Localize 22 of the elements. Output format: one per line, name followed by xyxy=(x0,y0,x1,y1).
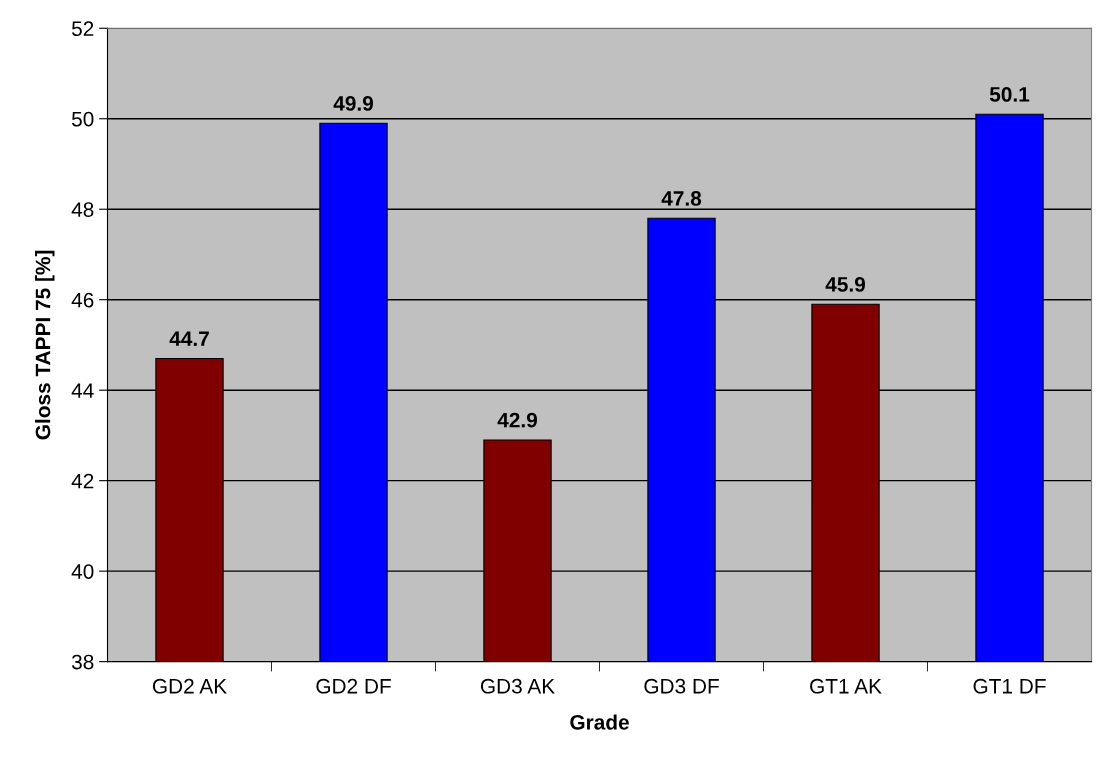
y-tick-label: 42 xyxy=(71,473,94,489)
y-tick-label: 52 xyxy=(71,21,94,37)
y-tick-label: 46 xyxy=(71,292,94,308)
y-tick-label: 48 xyxy=(71,202,94,217)
x-tick-label: GT1 AK xyxy=(810,678,882,694)
data-label: 47.8 xyxy=(661,191,702,206)
data-label: 42.9 xyxy=(497,412,538,428)
data-label: 45.9 xyxy=(825,277,866,292)
x-tick-label: GD3 AK xyxy=(480,678,555,694)
x-tick-label: GD2 AK xyxy=(152,678,227,694)
data-label: 49.9 xyxy=(333,96,374,111)
x-tick-label: GT1 DF xyxy=(973,678,1046,694)
x-tick-label: GD2 DF xyxy=(316,678,391,694)
x-axis-title: Grade xyxy=(570,714,629,730)
x-tick-label: GD3 DF xyxy=(644,678,719,694)
data-label: 44.7 xyxy=(169,331,209,346)
y-tick-label: 50 xyxy=(71,111,94,127)
y-tick-label: 44 xyxy=(71,383,94,398)
y-tick-label: 40 xyxy=(71,564,94,579)
y-tick-label: 38 xyxy=(71,654,94,670)
data-label: 50.1 xyxy=(989,87,1030,102)
y-axis-title: Gloss TAPPI 75 [%] xyxy=(35,250,55,440)
